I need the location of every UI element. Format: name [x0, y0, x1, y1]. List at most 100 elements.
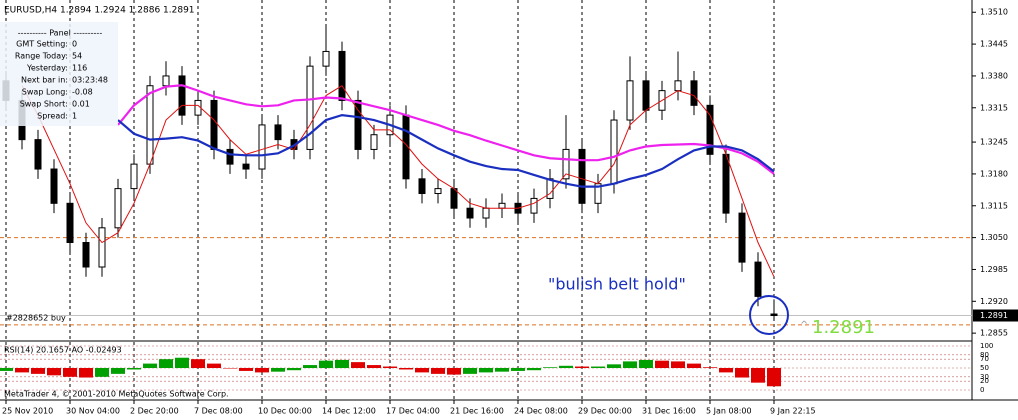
- ao-bar: [0, 368, 13, 371]
- price-arrow: ^: [800, 320, 808, 331]
- candle-body: [82, 242, 90, 268]
- candle-body: [722, 153, 730, 214]
- x-tick-label: 17 Dec 04:00: [386, 407, 440, 416]
- candle-body: [226, 148, 234, 165]
- candle-body: [114, 188, 122, 229]
- sub-y-tick-label: 30: [980, 373, 989, 381]
- ao-bar: [111, 368, 125, 374]
- ao-bar: [271, 368, 285, 372]
- ao-bar: [767, 368, 781, 387]
- sub-y-tick-label: 80: [980, 351, 989, 359]
- panel-label: Range Today:: [15, 52, 68, 61]
- x-tick-label: 9 Jan 22:15: [770, 407, 816, 416]
- annotation: "bulish belt hold": [548, 275, 686, 294]
- candle-body: [130, 163, 138, 190]
- candle-body: [546, 178, 554, 199]
- candle-body: [674, 80, 682, 92]
- candle-body: [274, 124, 282, 141]
- ao-bar: [207, 363, 221, 368]
- ao-bar: [399, 368, 413, 370]
- y-tick-label: 1.2920: [980, 297, 1008, 306]
- x-tick-label: 5 Jan 08:00: [706, 407, 752, 416]
- ao-bar: [63, 368, 77, 377]
- ao-bar: [479, 368, 493, 373]
- ao-bar: [687, 363, 701, 368]
- candle-body: [306, 65, 314, 150]
- ao-bar: [751, 368, 765, 383]
- ao-bar: [367, 365, 381, 368]
- panel-label: Spread:: [37, 112, 68, 121]
- panel-label: Swap Short:: [20, 100, 68, 109]
- candle-body: [578, 148, 586, 204]
- panel-value: 1: [72, 112, 77, 121]
- ao-bar: [543, 367, 557, 368]
- ao-bar: [95, 368, 109, 377]
- ao-bar: [671, 361, 685, 368]
- candle-body: [66, 202, 74, 244]
- ao-bar: [351, 362, 365, 368]
- ao-bar: [127, 368, 141, 370]
- candle-body: [338, 50, 346, 101]
- panel-title: ---------- Panel ----------: [18, 29, 103, 38]
- panel-value: 54: [72, 52, 82, 61]
- candle-body: [258, 124, 266, 170]
- sub-title: RSI(14) 20.1657 AO -0.02493: [4, 346, 122, 355]
- sub-y-tick-label: 70: [980, 355, 989, 363]
- ao-bar: [287, 368, 301, 371]
- candle-body: [146, 85, 154, 165]
- price-tag-label: 1.2891: [980, 311, 1008, 320]
- ao-bar: [191, 359, 205, 368]
- ao-bar: [223, 368, 237, 369]
- y-tick-label: 1.3315: [980, 103, 1008, 112]
- x-tick-label: 24 Dec 08:00: [514, 407, 568, 416]
- ao-bar: [431, 368, 445, 374]
- candle-body: [642, 80, 650, 111]
- candle-body: [738, 212, 746, 263]
- ao-bar: [239, 368, 253, 371]
- y-tick-label: 1.3510: [980, 8, 1008, 17]
- ao-bar: [719, 368, 733, 373]
- panel-box: [0, 22, 118, 126]
- y-tick-label: 1.2985: [980, 265, 1008, 274]
- candle-body: [418, 178, 426, 195]
- candle-body: [34, 139, 42, 170]
- panel-value: 0: [72, 40, 77, 49]
- footer: MetaTrader 4, © 2001-2010 MetaQuotes Sof…: [4, 390, 229, 399]
- ao-bar: [143, 363, 157, 368]
- panel-label: GMT Setting:: [16, 40, 68, 49]
- ao-bar: [415, 368, 429, 373]
- ao-bar: [31, 368, 45, 374]
- panel: GMT Setting: 0 Range Today: 54 Yesterday: 116…: [15, 40, 108, 121]
- x-tick-label: 30 Nov 04:00: [66, 407, 120, 416]
- ao-bar: [335, 359, 349, 368]
- current-price-big: 1.2891: [812, 317, 875, 338]
- ao-bar: [655, 360, 669, 368]
- y-tick-label: 1.3115: [980, 201, 1008, 210]
- ao-bar: [511, 368, 525, 371]
- highlight-circle: [749, 295, 789, 335]
- candle-body: [530, 197, 538, 214]
- ao-bar: [175, 357, 189, 368]
- sub-y-tick-label: 0: [980, 386, 984, 394]
- sub-y-tick-label: 100: [980, 342, 993, 350]
- ao-bar: [575, 366, 589, 368]
- panel-label: Yesterday:: [26, 64, 68, 73]
- order-label: #2828652 buy: [6, 314, 66, 323]
- candle-body: [322, 50, 330, 67]
- panel-label: Swap Long:: [22, 88, 68, 97]
- candle-body: [210, 99, 218, 150]
- candle-body: [450, 188, 458, 209]
- ao-bar: [463, 368, 477, 374]
- sub-y-tick-label: 20: [980, 377, 989, 385]
- candle-body: [50, 168, 58, 204]
- x-tick-label: 7 Dec 08:00: [194, 407, 243, 416]
- candle-body: [178, 75, 186, 116]
- ao-bar: [607, 364, 621, 368]
- moving-average: [21, 85, 775, 278]
- sub-y-tick-label: 50: [980, 364, 989, 372]
- chart-title: EURUSD,H4 1.2894 1.2924 1.2886 1.2891: [4, 6, 195, 16]
- ao-bar: [735, 368, 749, 378]
- y-tick-label: 1.3445: [980, 40, 1008, 49]
- x-tick-label: 2 Dec 20:00: [130, 407, 179, 416]
- ao-bar: [47, 368, 61, 376]
